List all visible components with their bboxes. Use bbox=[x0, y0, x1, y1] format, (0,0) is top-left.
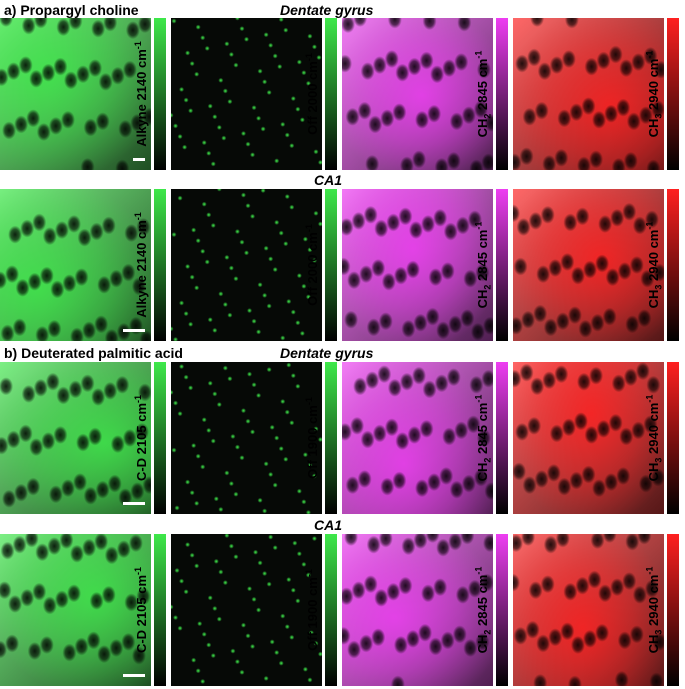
colorbar-r1-c4 bbox=[667, 18, 679, 170]
channel-label-r2-c1: Alkyne 2140 cm-1 bbox=[132, 212, 150, 318]
channel-label-r3-c3: CH2 2845 cm-1 bbox=[473, 394, 493, 482]
colorbar-r1-c1 bbox=[154, 18, 166, 170]
image-panel-r2-c3 bbox=[342, 189, 493, 341]
channel-label-r4-c1: C-D 2105 cm-1 bbox=[132, 566, 150, 654]
image-panel-r4-c3 bbox=[342, 534, 493, 686]
image-panel-r1-c3 bbox=[342, 18, 493, 170]
row-4-region: CA1 bbox=[314, 517, 343, 533]
scale-bar-r3 bbox=[123, 502, 145, 505]
section-a-probe: Propargyl choline bbox=[20, 2, 139, 18]
channel-label-r3-c1: C-D 2105 cm-1 bbox=[132, 394, 150, 482]
channel-label-r1-c2: Off 2000 cm-1 bbox=[303, 53, 321, 135]
colorbar-r4-c1 bbox=[154, 534, 166, 686]
image-panel-r1-c4 bbox=[513, 18, 664, 170]
section-b-heading: b) Deuterated palmitic acid bbox=[4, 345, 183, 361]
colorbar-r2-c3 bbox=[496, 189, 508, 341]
channel-label-r3-c4: CH3 2940 cm-1 bbox=[644, 394, 664, 482]
row-2-region: CA1 bbox=[314, 172, 343, 188]
channel-label-r3-c2: Off 1900 cm-1 bbox=[303, 397, 321, 479]
colorbar-r2-c4 bbox=[667, 189, 679, 341]
scale-bar-r2 bbox=[123, 329, 145, 332]
section-b-probe: Deuterated palmitic acid bbox=[21, 345, 183, 361]
channel-label-r2-c2: Off 2000 cm-1 bbox=[303, 224, 321, 306]
colorbar-r3-c3 bbox=[496, 362, 508, 514]
colorbar-r4-c4 bbox=[667, 534, 679, 686]
row-3-region: Dentate gyrus bbox=[280, 345, 374, 361]
channel-label-r1-c1: Alkyne 2140 cm-1 bbox=[132, 41, 150, 147]
image-panel-r1-c2 bbox=[171, 18, 322, 170]
channel-label-r4-c4: CH3 2940 cm-1 bbox=[644, 566, 664, 654]
section-b-letter: b) bbox=[4, 345, 18, 361]
colorbar-r3-c2 bbox=[325, 362, 337, 514]
image-panel-r4-c2 bbox=[171, 534, 322, 686]
section-a-letter: a) bbox=[4, 2, 17, 18]
scale-bar-r1 bbox=[133, 158, 145, 161]
image-panel-r2-c1 bbox=[0, 189, 151, 341]
channel-label-r1-c3: CH2 2845 cm-1 bbox=[473, 50, 493, 138]
image-panel-r2-c2 bbox=[171, 189, 322, 341]
channel-label-r4-c3: CH2 2845 cm-1 bbox=[473, 566, 493, 654]
image-panel-r1-c1 bbox=[0, 18, 151, 170]
channel-label-r1-c4: CH3 2940 cm-1 bbox=[644, 50, 664, 138]
channel-label-r2-c3: CH2 2845 cm-1 bbox=[473, 221, 493, 309]
channel-label-r2-c4: CH3 2940 cm-1 bbox=[644, 221, 664, 309]
image-panel-r4-c4 bbox=[513, 534, 664, 686]
section-a-heading: a) Propargyl choline bbox=[4, 2, 139, 18]
image-panel-r3-c3 bbox=[342, 362, 493, 514]
colorbar-r2-c2 bbox=[325, 189, 337, 341]
image-panel-r2-c4 bbox=[513, 189, 664, 341]
image-panel-r4-c1 bbox=[0, 534, 151, 686]
colorbar-r1-c3 bbox=[496, 18, 508, 170]
colorbar-r2-c1 bbox=[154, 189, 166, 341]
colorbar-r4-c2 bbox=[325, 534, 337, 686]
channel-label-r4-c2: Off 1900 cm-1 bbox=[303, 569, 321, 651]
row-1-region: Dentate gyrus bbox=[280, 2, 374, 18]
image-panel-r3-c2 bbox=[171, 362, 322, 514]
colorbar-r4-c3 bbox=[496, 534, 508, 686]
image-panel-r3-c1 bbox=[0, 362, 151, 514]
colorbar-r3-c4 bbox=[667, 362, 679, 514]
image-panel-r3-c4 bbox=[513, 362, 664, 514]
scale-bar-r4 bbox=[123, 674, 145, 677]
colorbar-r1-c2 bbox=[325, 18, 337, 170]
colorbar-r3-c1 bbox=[154, 362, 166, 514]
